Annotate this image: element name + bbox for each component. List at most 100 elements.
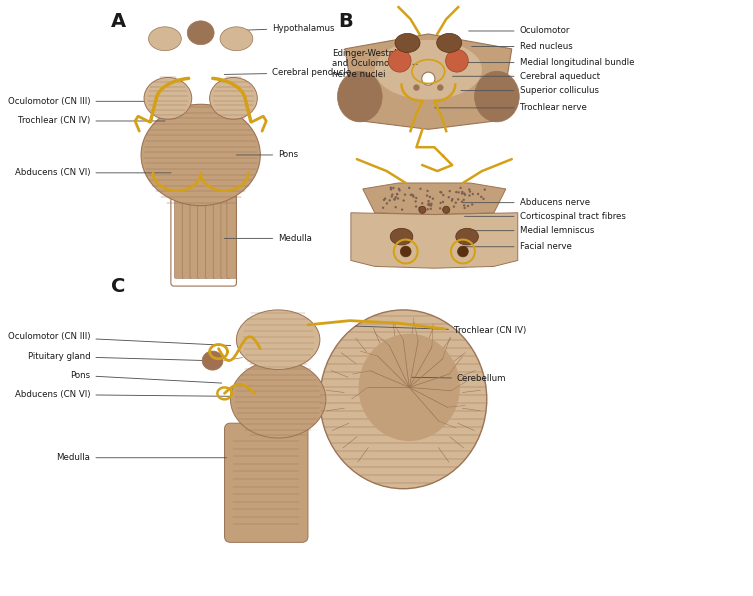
FancyBboxPatch shape (206, 193, 215, 278)
Ellipse shape (468, 194, 471, 197)
Ellipse shape (453, 206, 455, 208)
Text: Oculomotor (CN III): Oculomotor (CN III) (8, 332, 230, 346)
Polygon shape (363, 183, 506, 215)
Text: Abducens nerve: Abducens nerve (463, 198, 590, 207)
Ellipse shape (395, 206, 397, 209)
Ellipse shape (398, 188, 400, 190)
Text: Medial longitudinal bundle: Medial longitudinal bundle (447, 58, 634, 67)
Ellipse shape (202, 351, 223, 370)
Ellipse shape (442, 201, 444, 203)
Ellipse shape (337, 71, 383, 122)
Ellipse shape (464, 194, 466, 196)
Ellipse shape (428, 195, 431, 198)
Ellipse shape (411, 194, 413, 196)
Ellipse shape (455, 201, 457, 204)
Ellipse shape (428, 200, 430, 203)
Ellipse shape (187, 21, 214, 45)
Text: Abducens (CN VI): Abducens (CN VI) (15, 168, 171, 178)
Ellipse shape (358, 334, 460, 441)
Ellipse shape (230, 361, 326, 438)
Ellipse shape (401, 209, 404, 211)
Ellipse shape (413, 195, 415, 198)
Ellipse shape (422, 72, 435, 85)
Ellipse shape (401, 246, 411, 257)
Ellipse shape (384, 197, 386, 200)
Ellipse shape (428, 204, 431, 206)
Polygon shape (345, 34, 512, 129)
FancyBboxPatch shape (175, 193, 184, 278)
Ellipse shape (403, 199, 405, 201)
Ellipse shape (471, 203, 474, 206)
Ellipse shape (437, 33, 462, 52)
Ellipse shape (415, 197, 417, 199)
Ellipse shape (408, 187, 410, 189)
Ellipse shape (419, 207, 421, 209)
Ellipse shape (395, 196, 397, 198)
Ellipse shape (461, 201, 463, 203)
Text: Facial nerve: Facial nerve (463, 242, 572, 252)
Text: Cerebral penducle: Cerebral penducle (224, 68, 352, 77)
Ellipse shape (375, 40, 482, 100)
Text: Red nucleus: Red nucleus (471, 42, 572, 51)
Ellipse shape (389, 187, 392, 189)
Ellipse shape (439, 191, 441, 193)
Ellipse shape (430, 204, 432, 207)
Ellipse shape (236, 310, 320, 370)
Ellipse shape (457, 198, 459, 200)
Ellipse shape (483, 198, 485, 200)
Ellipse shape (412, 194, 414, 197)
Text: Oculomotor (CN III): Oculomotor (CN III) (8, 97, 177, 106)
Text: Pons: Pons (236, 150, 298, 160)
Ellipse shape (440, 201, 442, 204)
Text: Superior colliculus: Superior colliculus (461, 86, 599, 95)
Ellipse shape (458, 246, 468, 257)
FancyBboxPatch shape (182, 193, 192, 278)
Ellipse shape (382, 207, 384, 209)
Ellipse shape (148, 27, 181, 51)
FancyBboxPatch shape (227, 193, 236, 278)
Ellipse shape (391, 193, 394, 195)
Ellipse shape (396, 193, 398, 195)
Ellipse shape (427, 203, 429, 206)
Ellipse shape (467, 205, 469, 207)
Ellipse shape (144, 77, 192, 119)
Ellipse shape (456, 228, 478, 245)
Ellipse shape (220, 27, 253, 51)
Ellipse shape (477, 193, 480, 195)
Ellipse shape (439, 207, 441, 210)
Ellipse shape (446, 49, 468, 72)
Text: Oculomotor: Oculomotor (468, 26, 570, 36)
Ellipse shape (461, 191, 464, 193)
Ellipse shape (426, 208, 429, 210)
Ellipse shape (389, 49, 411, 72)
Text: Trochlear nerve: Trochlear nerve (434, 103, 587, 113)
Ellipse shape (463, 204, 465, 207)
FancyBboxPatch shape (198, 193, 207, 278)
Ellipse shape (462, 198, 465, 201)
Text: C: C (111, 277, 126, 296)
Ellipse shape (410, 194, 412, 196)
Ellipse shape (431, 197, 434, 200)
Ellipse shape (451, 200, 453, 202)
Ellipse shape (463, 207, 466, 209)
Ellipse shape (320, 310, 486, 489)
Ellipse shape (419, 188, 422, 190)
Ellipse shape (471, 193, 474, 195)
Ellipse shape (437, 85, 444, 91)
Ellipse shape (397, 197, 399, 200)
Ellipse shape (480, 195, 483, 198)
Ellipse shape (390, 228, 413, 245)
Ellipse shape (455, 191, 458, 193)
Ellipse shape (421, 202, 423, 204)
Ellipse shape (396, 193, 398, 195)
Text: Trochlear (CN IV): Trochlear (CN IV) (355, 326, 526, 336)
Text: Pituitary gland: Pituitary gland (28, 352, 204, 361)
Ellipse shape (463, 193, 465, 195)
FancyBboxPatch shape (213, 193, 223, 278)
Ellipse shape (449, 190, 451, 193)
Ellipse shape (393, 198, 395, 201)
Text: Edinger-Westphal
and Oculomotor
nerve nuclei: Edinger-Westphal and Oculomotor nerve nu… (332, 49, 417, 79)
Ellipse shape (469, 190, 471, 193)
Text: Abducens (CN VI): Abducens (CN VI) (15, 390, 230, 399)
Ellipse shape (483, 188, 486, 191)
